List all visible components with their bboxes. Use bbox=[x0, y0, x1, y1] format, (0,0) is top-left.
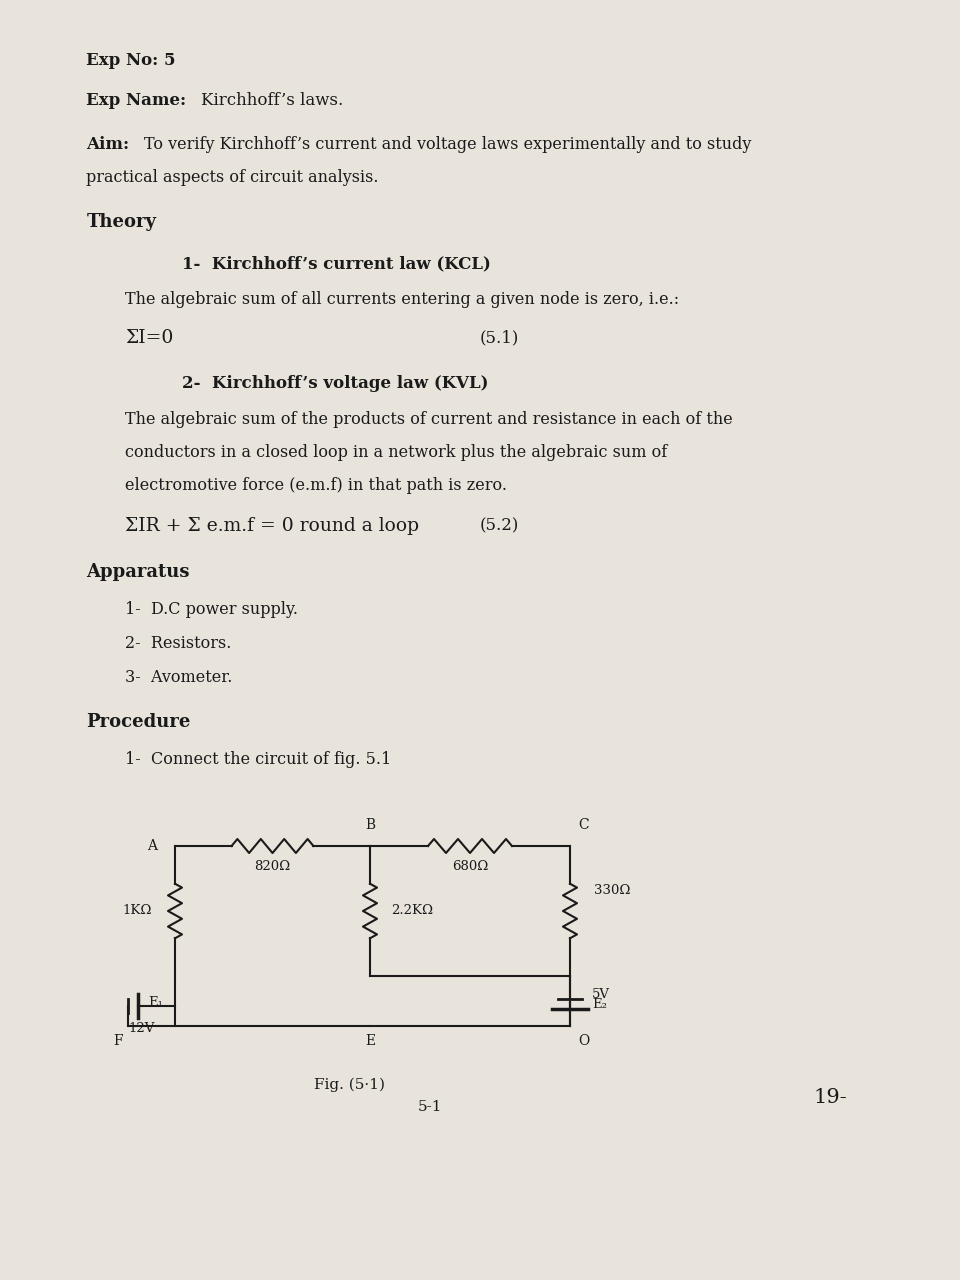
Text: Procedure: Procedure bbox=[86, 713, 191, 731]
Text: 820Ω: 820Ω bbox=[254, 860, 291, 873]
Text: electromotive force (e.m.f) in that path is zero.: electromotive force (e.m.f) in that path… bbox=[125, 477, 507, 494]
Text: To verify Kirchhoff’s current and voltage laws experimentally and to study: To verify Kirchhoff’s current and voltag… bbox=[144, 136, 752, 154]
Text: (5.2): (5.2) bbox=[480, 517, 519, 534]
Text: Exp Name:: Exp Name: bbox=[86, 92, 192, 109]
Text: Theory: Theory bbox=[86, 212, 156, 230]
Text: 330Ω: 330Ω bbox=[594, 884, 630, 897]
Text: O: O bbox=[578, 1034, 589, 1048]
Text: 2.2KΩ: 2.2KΩ bbox=[391, 905, 433, 918]
Text: 1-  Connect the circuit of fig. 5.1: 1- Connect the circuit of fig. 5.1 bbox=[125, 751, 391, 768]
Text: Apparatus: Apparatus bbox=[86, 563, 190, 581]
Text: 5V: 5V bbox=[592, 988, 610, 1001]
Text: The algebraic sum of the products of current and resistance in each of the: The algebraic sum of the products of cur… bbox=[125, 411, 732, 428]
Text: 2-  Resistors.: 2- Resistors. bbox=[125, 635, 231, 652]
Text: The algebraic sum of all currents entering a given node is zero, i.e.:: The algebraic sum of all currents enteri… bbox=[125, 291, 679, 308]
Text: 5-1: 5-1 bbox=[418, 1100, 443, 1114]
Text: 3-  Avometer.: 3- Avometer. bbox=[125, 669, 232, 686]
Text: 1-  Kirchhoff’s current law (KCL): 1- Kirchhoff’s current law (KCL) bbox=[182, 255, 492, 271]
Text: ΣIR + Σ e.m.f = 0 round a loop: ΣIR + Σ e.m.f = 0 round a loop bbox=[125, 517, 419, 535]
Text: E: E bbox=[365, 1034, 375, 1048]
Text: E₁: E₁ bbox=[148, 997, 163, 1010]
Text: B: B bbox=[365, 818, 375, 832]
Text: Exp No: 5: Exp No: 5 bbox=[86, 52, 176, 69]
Text: Fig. (5·1): Fig. (5·1) bbox=[315, 1078, 386, 1092]
Text: 1-  D.C power supply.: 1- D.C power supply. bbox=[125, 602, 298, 618]
Text: 1KΩ: 1KΩ bbox=[122, 905, 152, 918]
Text: Kirchhoff’s laws.: Kirchhoff’s laws. bbox=[202, 92, 344, 109]
Text: Aim:: Aim: bbox=[86, 136, 135, 154]
Text: 19-: 19- bbox=[813, 1088, 847, 1107]
Text: conductors in a closed loop in a network plus the algebraic sum of: conductors in a closed loop in a network… bbox=[125, 444, 667, 461]
Text: practical aspects of circuit analysis.: practical aspects of circuit analysis. bbox=[86, 169, 379, 186]
Text: 680Ω: 680Ω bbox=[452, 860, 488, 873]
Text: A: A bbox=[147, 838, 157, 852]
Text: F: F bbox=[113, 1034, 123, 1048]
Text: 2-  Kirchhoff’s voltage law (KVL): 2- Kirchhoff’s voltage law (KVL) bbox=[182, 375, 489, 392]
Text: ΣI=0: ΣI=0 bbox=[125, 329, 173, 347]
Text: C: C bbox=[578, 818, 588, 832]
Text: (5.1): (5.1) bbox=[480, 329, 519, 346]
Text: 12V: 12V bbox=[128, 1021, 155, 1036]
Text: E₂: E₂ bbox=[592, 998, 607, 1011]
